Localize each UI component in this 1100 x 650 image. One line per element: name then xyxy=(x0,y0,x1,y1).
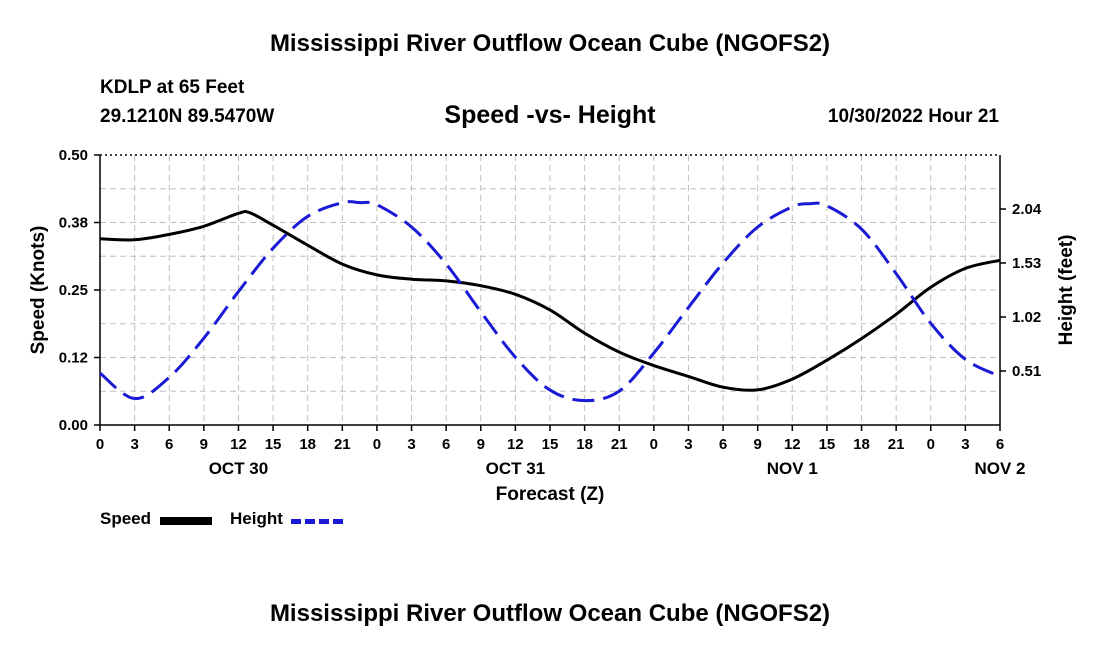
date-label: OCT 31 xyxy=(486,459,546,478)
y-tick-label: 0.12 xyxy=(59,350,88,367)
x-tick-label: 0 xyxy=(650,436,658,453)
footer-title: Mississippi River Outflow Ocean Cube (NG… xyxy=(269,600,831,627)
x-tick-label: 3 xyxy=(407,436,415,453)
y2-tick-label: 1.02 xyxy=(1012,309,1041,326)
x-tick-label: 3 xyxy=(684,436,692,453)
coordinates-label: 29.1210N 89.5470W xyxy=(100,106,275,127)
legend-height-label: Height xyxy=(230,509,283,528)
x-tick-label: 6 xyxy=(165,436,173,453)
x-tick-label: 6 xyxy=(719,436,727,453)
date-label: NOV 1 xyxy=(767,459,818,478)
x-tick-label: 6 xyxy=(442,436,450,453)
y-tick-label: 0.00 xyxy=(59,417,88,434)
speed-series-line xyxy=(99,209,1001,392)
legend-speed-label: Speed xyxy=(100,509,152,528)
chart-subtitle: Speed -vs- Height xyxy=(444,101,656,129)
main-title: Mississippi River Outflow Ocean Cube (NG… xyxy=(269,30,831,57)
date-label: OCT 30 xyxy=(209,459,269,478)
x-tick-label: 18 xyxy=(853,436,870,453)
y-axis-label: Speed (Knots) xyxy=(28,226,49,355)
x-axis-label: Forecast (Z) xyxy=(496,484,605,505)
y-tick-label: 0.25 xyxy=(59,282,88,299)
date-label: NOV 2 xyxy=(974,459,1025,478)
x-tick-label: 21 xyxy=(334,436,351,453)
x-tick-label: 0 xyxy=(373,436,381,453)
y-tick-label: 0.50 xyxy=(59,147,88,164)
x-tick-label: 15 xyxy=(542,436,559,453)
x-tick-label: 9 xyxy=(477,436,485,453)
x-tick-label: 12 xyxy=(784,436,801,453)
legend-speed-swatch xyxy=(160,517,212,525)
x-tick-label: 18 xyxy=(299,436,316,453)
x-tick-label: 3 xyxy=(130,436,138,453)
x-tick-label: 9 xyxy=(200,436,208,453)
x-tick-label: 9 xyxy=(754,436,762,453)
x-tick-label: 6 xyxy=(996,436,1004,453)
x-tick-label: 0 xyxy=(927,436,935,453)
series-layer xyxy=(99,200,1001,403)
grid-layer xyxy=(100,155,1000,425)
height-series-line xyxy=(99,200,1001,403)
y2-tick-label: 2.04 xyxy=(1012,201,1042,218)
y2-tick-label: 0.51 xyxy=(1012,363,1041,380)
x-tick-label: 21 xyxy=(888,436,905,453)
x-tick-label: 15 xyxy=(265,436,282,453)
y2-axis-label: Height (feet) xyxy=(1056,235,1077,346)
x-tick-label: 18 xyxy=(576,436,593,453)
y2-tick-label: 1.53 xyxy=(1012,255,1041,272)
legend-height-swatch xyxy=(291,519,343,524)
x-tick-label: 15 xyxy=(819,436,836,453)
forecast-datetime: 10/30/2022 Hour 21 xyxy=(827,106,999,127)
x-tick-label: 21 xyxy=(611,436,628,453)
x-tick-label: 0 xyxy=(96,436,104,453)
x-tick-label: 12 xyxy=(507,436,524,453)
tick-layer: 0 3 6 9 12 15 18 21 0 3 6 9 12 15 18 21 0 3 6 9 12 15 18 21 0 3 6 O… xyxy=(59,147,1042,478)
y-tick-label: 0.38 xyxy=(59,215,88,232)
x-tick-label: 12 xyxy=(230,436,247,453)
station-label: KDLP at 65 Feet xyxy=(100,77,245,98)
x-tick-label: 3 xyxy=(961,436,969,453)
